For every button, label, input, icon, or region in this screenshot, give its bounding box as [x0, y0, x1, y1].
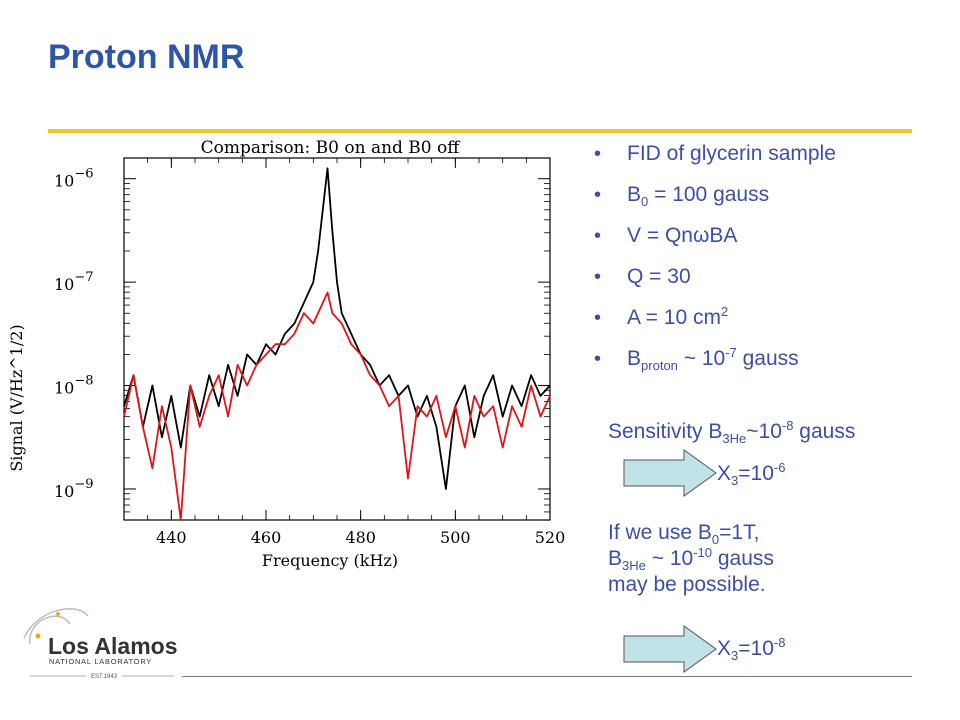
atom-orbit-icon: [23, 608, 89, 645]
series-line-black: [123, 167, 551, 490]
los-alamos-logo: Los Alamos NATIONAL LABORATORY EST.1943: [23, 608, 178, 680]
footer-rule: [182, 676, 912, 677]
b0-1t-paragraph: If we use B0=1T, B3He ~ 10-10 gauss may …: [608, 520, 774, 598]
logo-established: EST.1943: [91, 674, 118, 680]
chart-title: Comparison: B0 on and B0 off: [201, 138, 462, 158]
x3-result-first: X3=10-6: [717, 460, 786, 489]
bullet-voltage: V = QnωBA: [594, 220, 836, 261]
logo-subtitle: NATIONAL LABORATORY: [49, 657, 152, 666]
bullet-q: Q = 30: [594, 261, 836, 302]
x-axis-label: Frequency (kHz): [262, 551, 398, 570]
plot-frame: [123, 157, 551, 521]
series-line-red: [123, 291, 551, 521]
x-tick-label: 520: [535, 528, 566, 547]
title-underline-rule: [48, 129, 912, 133]
slide-title: Proton NMR: [48, 38, 245, 76]
x-tick-label: 440: [156, 528, 187, 547]
bullet-b0: B0 = 100 gauss: [594, 179, 836, 220]
bullet-bproton: Bproton ~ 10-7 gauss: [594, 343, 836, 384]
paragraph-line-3: may be possible.: [608, 573, 766, 596]
paragraph-line-1: If we use B0=1T,: [608, 521, 760, 548]
y-tick-label: 10−8: [54, 374, 94, 398]
arrow-right-icon: [623, 449, 717, 497]
bullet-fid: FID of glycerin sample: [594, 138, 836, 179]
bullet-list: FID of glycerin sample B0 = 100 gauss V …: [594, 138, 836, 384]
nmr-spectrum-chart: Comparison: B0 on and B0 off 440 460 480 50…: [7, 138, 566, 570]
arrow-right-icon: [623, 625, 717, 673]
y-tick-label: 10−7: [54, 270, 94, 294]
y-tick-label: 10−9: [54, 477, 94, 501]
x-tick-label: 500: [440, 528, 471, 547]
x-tick-label: 460: [251, 528, 282, 547]
bullet-area: A = 10 cm2: [594, 302, 836, 343]
paragraph-line-2: B3He ~ 10-10 gauss: [608, 545, 774, 574]
plot-area: 440 460 480 500 520 10−6 10−7 10−8 10−9: [54, 157, 566, 547]
x-tick-label: 480: [345, 528, 376, 547]
logo-name: Los Alamos: [48, 633, 178, 659]
x3-result-second: X3=10-8: [717, 635, 786, 664]
y-tick-label: 10−6: [54, 167, 94, 191]
sensitivity-text: Sensitivity B3He~10-8 gauss: [608, 418, 856, 447]
y-axis-label: Signal (V/Hz^1/2): [7, 324, 26, 471]
